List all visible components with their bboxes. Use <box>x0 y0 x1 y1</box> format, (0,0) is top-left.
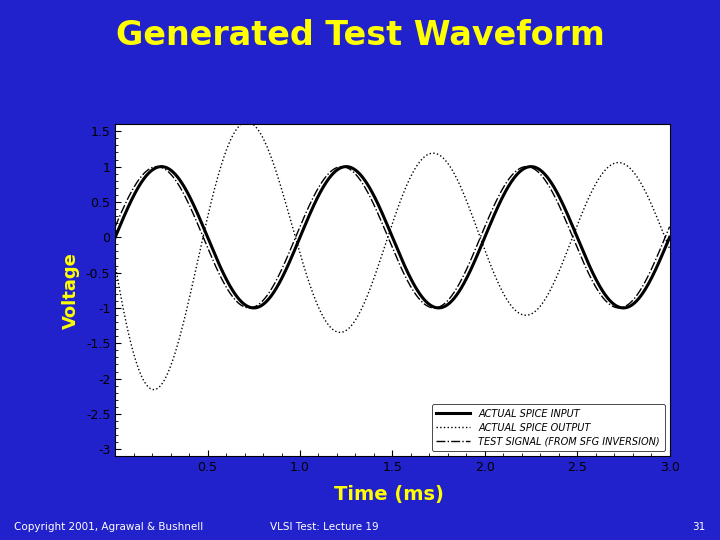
Text: 31: 31 <box>693 522 706 532</box>
Text: Copyright 2001, Agrawal & Bushnell: Copyright 2001, Agrawal & Bushnell <box>14 522 204 532</box>
Text: Time (ms): Time (ms) <box>334 484 444 504</box>
Y-axis label: Voltage: Voltage <box>63 252 81 329</box>
Legend: ACTUAL SPICE INPUT, ACTUAL SPICE OUTPUT, TEST SIGNAL (FROM SFG INVERSION): ACTUAL SPICE INPUT, ACTUAL SPICE OUTPUT,… <box>431 404 665 451</box>
Text: VLSI Test: Lecture 19: VLSI Test: Lecture 19 <box>270 522 378 532</box>
Text: Generated Test Waveform: Generated Test Waveform <box>116 19 604 52</box>
